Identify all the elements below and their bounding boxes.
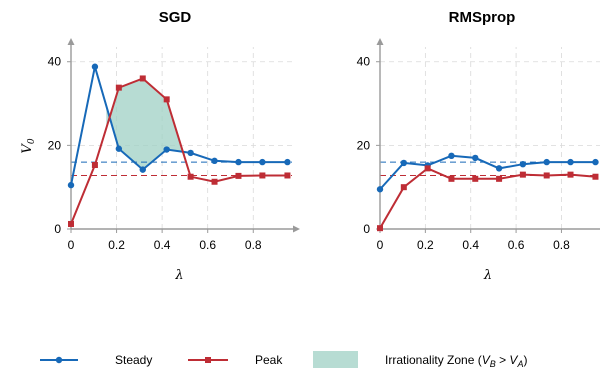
- legend-zone-swatch: [313, 351, 358, 368]
- steady-point: [115, 145, 123, 152]
- steady-point: [211, 157, 218, 165]
- x-tick-label: 0.4: [154, 238, 171, 252]
- steady-point: [400, 159, 408, 167]
- y-tick-label: 0: [363, 222, 370, 236]
- steady-point: [235, 158, 242, 166]
- steady-point: [284, 158, 291, 166]
- panel-rmsprop: RMSprop 0 0.2 0.4 0.6 0.8 0 20 40 λ: [357, 9, 600, 283]
- chart-title: RMSprop: [449, 9, 516, 26]
- peak-series-line: [379, 167, 596, 229]
- peak-point: [592, 173, 599, 180]
- y-tick-label: 40: [357, 55, 371, 69]
- steady-point: [376, 186, 384, 193]
- steady-point: [495, 165, 503, 172]
- y-axis-arrow: [376, 38, 384, 45]
- steady-series-line: [379, 154, 596, 190]
- steady-point: [91, 63, 99, 70]
- legend-zone-label: Irrationality Zone (VB > VA): [385, 353, 527, 369]
- peak-point: [235, 172, 242, 179]
- panel-sgd: SGD 0 0.2 0.4 0.6 0.8 0 20 40 λ V0: [20, 9, 300, 283]
- steady-point: [472, 154, 479, 162]
- peak-point: [163, 96, 170, 103]
- x-tick-label: 0.2: [417, 238, 434, 252]
- x-tick-label: 0.8: [245, 238, 262, 252]
- steady-series-line: [70, 66, 288, 186]
- y-axis-arrow: [67, 38, 75, 45]
- legend-peak-label: Peak: [255, 353, 283, 367]
- y-tick-label: 20: [48, 138, 62, 152]
- peak-point: [91, 162, 98, 169]
- peak-point: [377, 225, 383, 232]
- x-axis-label: λ: [483, 268, 492, 283]
- peak-point: [259, 172, 266, 179]
- peak-point: [519, 171, 526, 178]
- steady-point: [187, 149, 194, 157]
- peak-point: [211, 178, 218, 185]
- x-tick-label: 0.6: [199, 238, 216, 252]
- x-tick-label: 0: [68, 238, 75, 252]
- x-tick-label: 0: [377, 238, 384, 252]
- steady-point: [163, 146, 170, 153]
- steady-point: [543, 158, 550, 166]
- steady-point: [139, 166, 146, 173]
- steady-point: [259, 158, 266, 166]
- steady-point: [519, 160, 527, 168]
- steady-point: [448, 152, 455, 160]
- steady-point: [592, 158, 599, 166]
- y-tick-label: 40: [48, 55, 62, 69]
- x-tick-label: 0.4: [462, 238, 479, 252]
- x-tick-label: 0.8: [553, 238, 570, 252]
- legend-peak-marker: [205, 357, 211, 363]
- y-tick-label: 0: [54, 222, 61, 236]
- x-axis-arrow: [293, 225, 300, 233]
- peak-point: [115, 84, 122, 91]
- x-tick-label: 0.6: [508, 238, 525, 252]
- x-axis-label: λ: [174, 268, 183, 283]
- y-tick-label: 20: [357, 138, 371, 152]
- steady-point: [67, 181, 75, 189]
- peak-point: [543, 172, 550, 179]
- peak-point: [424, 165, 431, 172]
- legend-steady-label: Steady: [115, 353, 152, 367]
- peak-point: [139, 75, 146, 82]
- peak-point: [448, 175, 455, 182]
- peak-point: [68, 220, 74, 227]
- peak-point: [496, 175, 503, 182]
- peak-point: [472, 175, 479, 182]
- y-axis-label: V0: [20, 138, 37, 153]
- peak-point: [284, 172, 291, 179]
- legend-steady-marker: [55, 356, 63, 364]
- steady-point: [567, 158, 574, 166]
- chart-title: SGD: [159, 9, 192, 26]
- legend: Steady Peak Irrationality Zone (VB > VA): [40, 351, 527, 369]
- peak-point: [567, 171, 574, 178]
- peak-series-line: [70, 77, 288, 225]
- peak-point: [187, 173, 194, 180]
- x-tick-label: 0.2: [108, 238, 125, 252]
- peak-point: [400, 184, 407, 191]
